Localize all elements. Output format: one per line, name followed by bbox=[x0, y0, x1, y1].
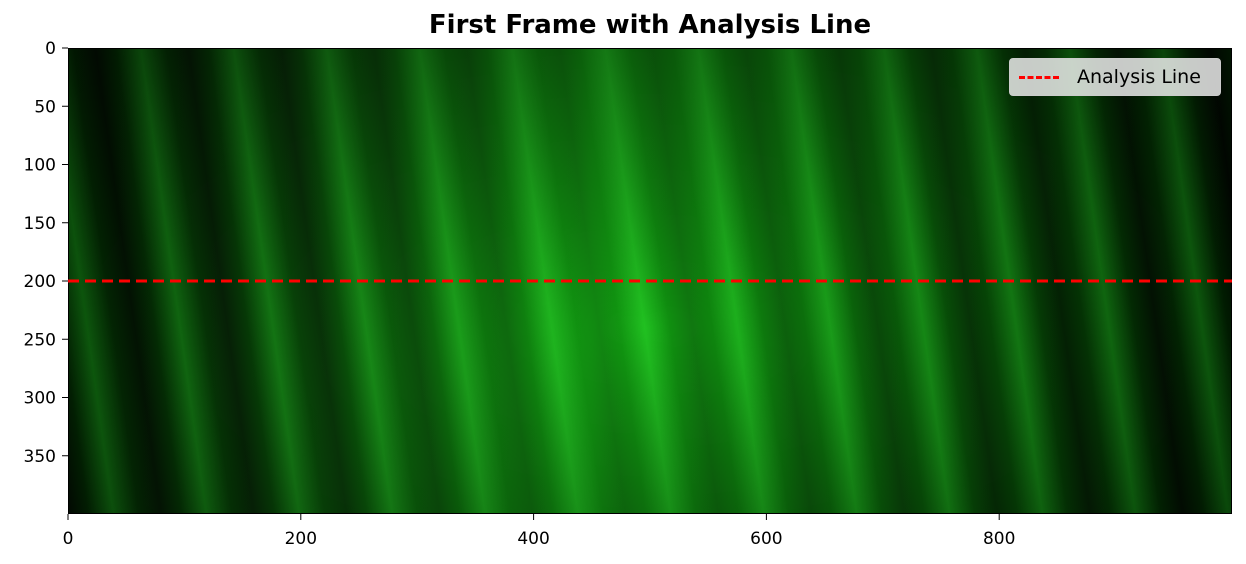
y-tick-label: 350 bbox=[24, 447, 56, 467]
y-tick-label: 50 bbox=[34, 97, 56, 117]
y-tick-label: 100 bbox=[24, 156, 56, 176]
x-tick-label: 200 bbox=[285, 529, 317, 549]
x-tick-label: 0 bbox=[63, 529, 74, 549]
y-tick-label: 300 bbox=[24, 389, 56, 409]
legend: Analysis Line bbox=[1009, 58, 1221, 96]
x-tick-label: 400 bbox=[517, 529, 549, 549]
figure-title: First Frame with Analysis Line bbox=[428, 10, 872, 40]
y-tick-label: 200 bbox=[24, 272, 56, 292]
x-tick-label: 600 bbox=[750, 529, 782, 549]
x-tick-label: 800 bbox=[983, 529, 1015, 549]
y-tick-label: 0 bbox=[45, 39, 56, 59]
legend-label: Analysis Line bbox=[1077, 66, 1201, 88]
legend-swatch-dashed-line bbox=[1019, 76, 1059, 79]
y-tick-label: 150 bbox=[24, 214, 56, 234]
y-tick-label: 250 bbox=[24, 330, 56, 350]
ticks-layer: 0 200 400 600 800 0 50 100 150 200 250 300 350 bbox=[24, 39, 1016, 549]
